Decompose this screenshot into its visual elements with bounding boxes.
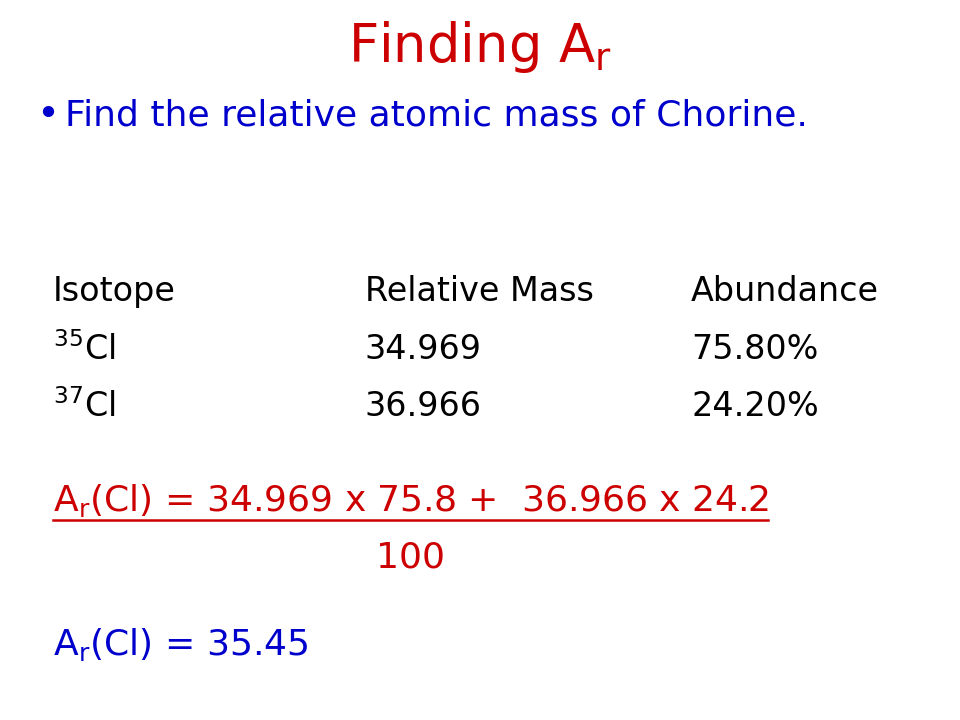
Text: $\mathrm{A_r}$(Cl) = 35.45: $\mathrm{A_r}$(Cl) = 35.45 <box>53 626 308 663</box>
Text: Find the relative atomic mass of Chorine.: Find the relative atomic mass of Chorine… <box>65 98 808 132</box>
Text: Isotope: Isotope <box>53 275 176 308</box>
Text: 100: 100 <box>376 541 444 575</box>
Text: $\mathrm{A_r}$(Cl) = 34.969 x 75.8 +  36.966 x 24.2: $\mathrm{A_r}$(Cl) = 34.969 x 75.8 + 36.… <box>53 482 768 519</box>
Text: 34.969: 34.969 <box>365 333 482 366</box>
Text: Relative Mass: Relative Mass <box>365 275 593 308</box>
Text: Abundance: Abundance <box>691 275 879 308</box>
Text: 24.20%: 24.20% <box>691 390 819 423</box>
Text: 75.80%: 75.80% <box>691 333 819 366</box>
Text: Finding $\mathrm{A_r}$: Finding $\mathrm{A_r}$ <box>348 19 612 75</box>
Text: •: • <box>36 96 60 134</box>
Text: 36.966: 36.966 <box>365 390 482 423</box>
Text: $^{35}$Cl: $^{35}$Cl <box>53 332 115 366</box>
Text: $^{37}$Cl: $^{37}$Cl <box>53 390 115 424</box>
